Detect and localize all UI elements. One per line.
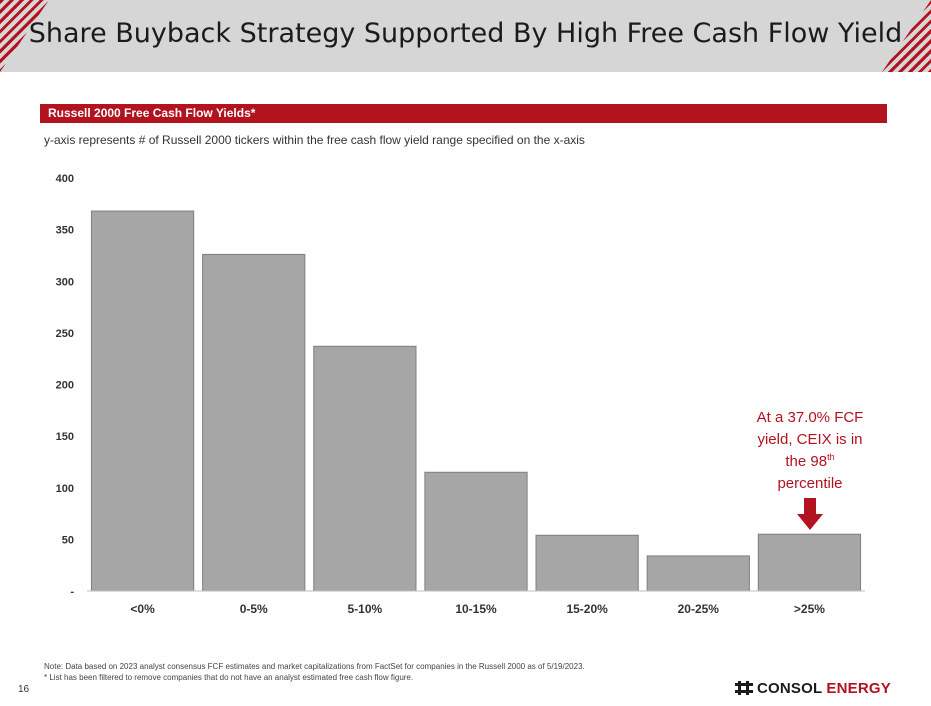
section-header-bar: Russell 2000 Free Cash Flow Yields*: [40, 104, 887, 123]
annotation-line-3-text: the 98: [785, 453, 828, 470]
bar-5-10%: [313, 345, 417, 592]
y-tick-label: 100: [56, 483, 74, 495]
y-tick-label: 250: [56, 328, 74, 340]
bar-chart: - 50 100 150 200 250 300 350 400 <0% 0-5% 5-10% 10-1…: [56, 173, 865, 616]
annotation-line-2: yield, CEIX is in: [757, 431, 863, 448]
down-arrow-icon: [797, 498, 823, 530]
logo-word-energy: ENERGY: [826, 679, 891, 697]
y-tick-label: -: [70, 586, 74, 598]
annotation-line-1: At a 37.0% FCF: [756, 409, 864, 426]
y-tick-label: 350: [56, 225, 74, 237]
x-category-label: 5-10%: [348, 602, 383, 616]
x-category-label: 20-25%: [678, 602, 720, 616]
bar-20-25%: [646, 555, 750, 592]
footnote: Note: Data based on 2023 analyst consens…: [44, 661, 585, 683]
y-tick-label: 300: [56, 276, 74, 288]
section-title: Russell 2000 Free Cash Flow Yields*: [48, 106, 256, 120]
y-tick-label: 200: [56, 380, 74, 392]
bar-15-20%: [535, 534, 639, 592]
bar-<0%: [90, 210, 195, 592]
logo-word-consol: CONSOL: [757, 679, 823, 697]
y-tick-label: 150: [56, 431, 74, 443]
annotation-line-3: the 98th: [746, 451, 874, 473]
footnote-line-1: Note: Data based on 2023 analyst consens…: [44, 662, 585, 671]
x-category-label: <0%: [130, 602, 155, 616]
page-number: 16: [18, 684, 30, 695]
consol-logo-mark-icon: [735, 681, 753, 695]
title-band: Share Buyback Strategy Supported By High…: [0, 0, 931, 72]
chart-subtitle: y-axis represents # of Russell 2000 tick…: [44, 133, 585, 147]
annotation-superscript: th: [827, 452, 835, 462]
annotation-line-4: percentile: [777, 475, 843, 492]
bar-10-15%: [424, 471, 528, 592]
y-tick-label: 400: [56, 173, 74, 185]
x-category-label: 15-20%: [566, 602, 608, 616]
ceix-annotation: At a 37.0% FCF yield, CEIX is in the 98t…: [746, 407, 874, 495]
consol-energy-logo: CONSOL ENERGY: [735, 678, 891, 698]
y-tick-label: 50: [62, 534, 74, 546]
footnote-line-2: * List has been filtered to remove compa…: [44, 673, 414, 682]
slide-title: Share Buyback Strategy Supported By High…: [28, 18, 903, 49]
bar-0-5%: [202, 253, 306, 592]
bar->25%: [757, 533, 862, 592]
x-category-label: 0-5%: [240, 602, 268, 616]
x-category-label: 10-15%: [455, 602, 497, 616]
x-category-label: >25%: [794, 602, 825, 616]
